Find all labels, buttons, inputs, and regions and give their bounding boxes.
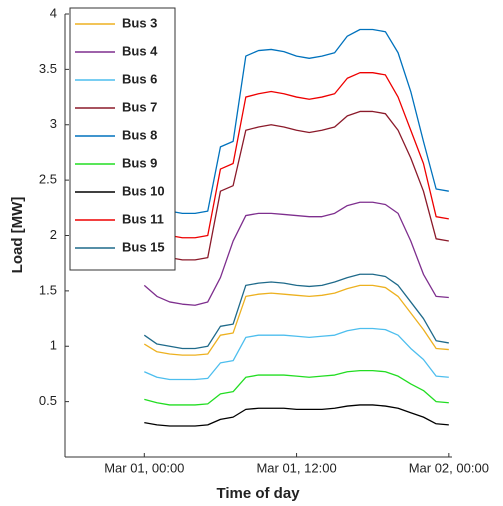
x-tick-label: Mar 01, 00:00	[104, 460, 184, 475]
legend-label: Bus 8	[122, 127, 157, 142]
legend-label: Bus 7	[122, 99, 157, 114]
y-axis-label: Load [MW]	[9, 197, 26, 274]
legend-label: Bus 15	[122, 239, 165, 254]
y-tick-label: 3	[50, 116, 57, 131]
y-tick-label: 3.5	[39, 61, 57, 76]
y-tick-label: 1.5	[39, 282, 57, 297]
y-tick-label: 1	[50, 338, 57, 353]
y-tick-label: 2.5	[39, 172, 57, 187]
series-line	[143, 72, 449, 239]
y-tick-label: 0.5	[39, 393, 57, 408]
legend-label: Bus 9	[122, 155, 157, 170]
series-line	[143, 110, 449, 261]
series-line	[143, 284, 449, 356]
y-tick-label: 2	[50, 227, 57, 242]
x-tick-label: Mar 01, 12:00	[256, 460, 336, 475]
legend-label: Bus 3	[122, 15, 157, 30]
legend-label: Bus 11	[122, 211, 164, 226]
series-line	[144, 369, 449, 406]
series-line	[143, 273, 449, 350]
series-line	[143, 201, 449, 306]
series-line	[144, 28, 449, 215]
x-axis-label: Time of day	[216, 485, 300, 502]
series-line	[144, 327, 449, 381]
x-tick-label: Mar 02, 00:00	[409, 460, 489, 475]
legend-label: Bus 6	[122, 71, 157, 86]
legend-label: Bus 4	[122, 43, 158, 58]
legend-label: Bus 10	[122, 183, 165, 198]
series-line	[144, 404, 449, 427]
y-tick-label: 4	[50, 5, 57, 20]
